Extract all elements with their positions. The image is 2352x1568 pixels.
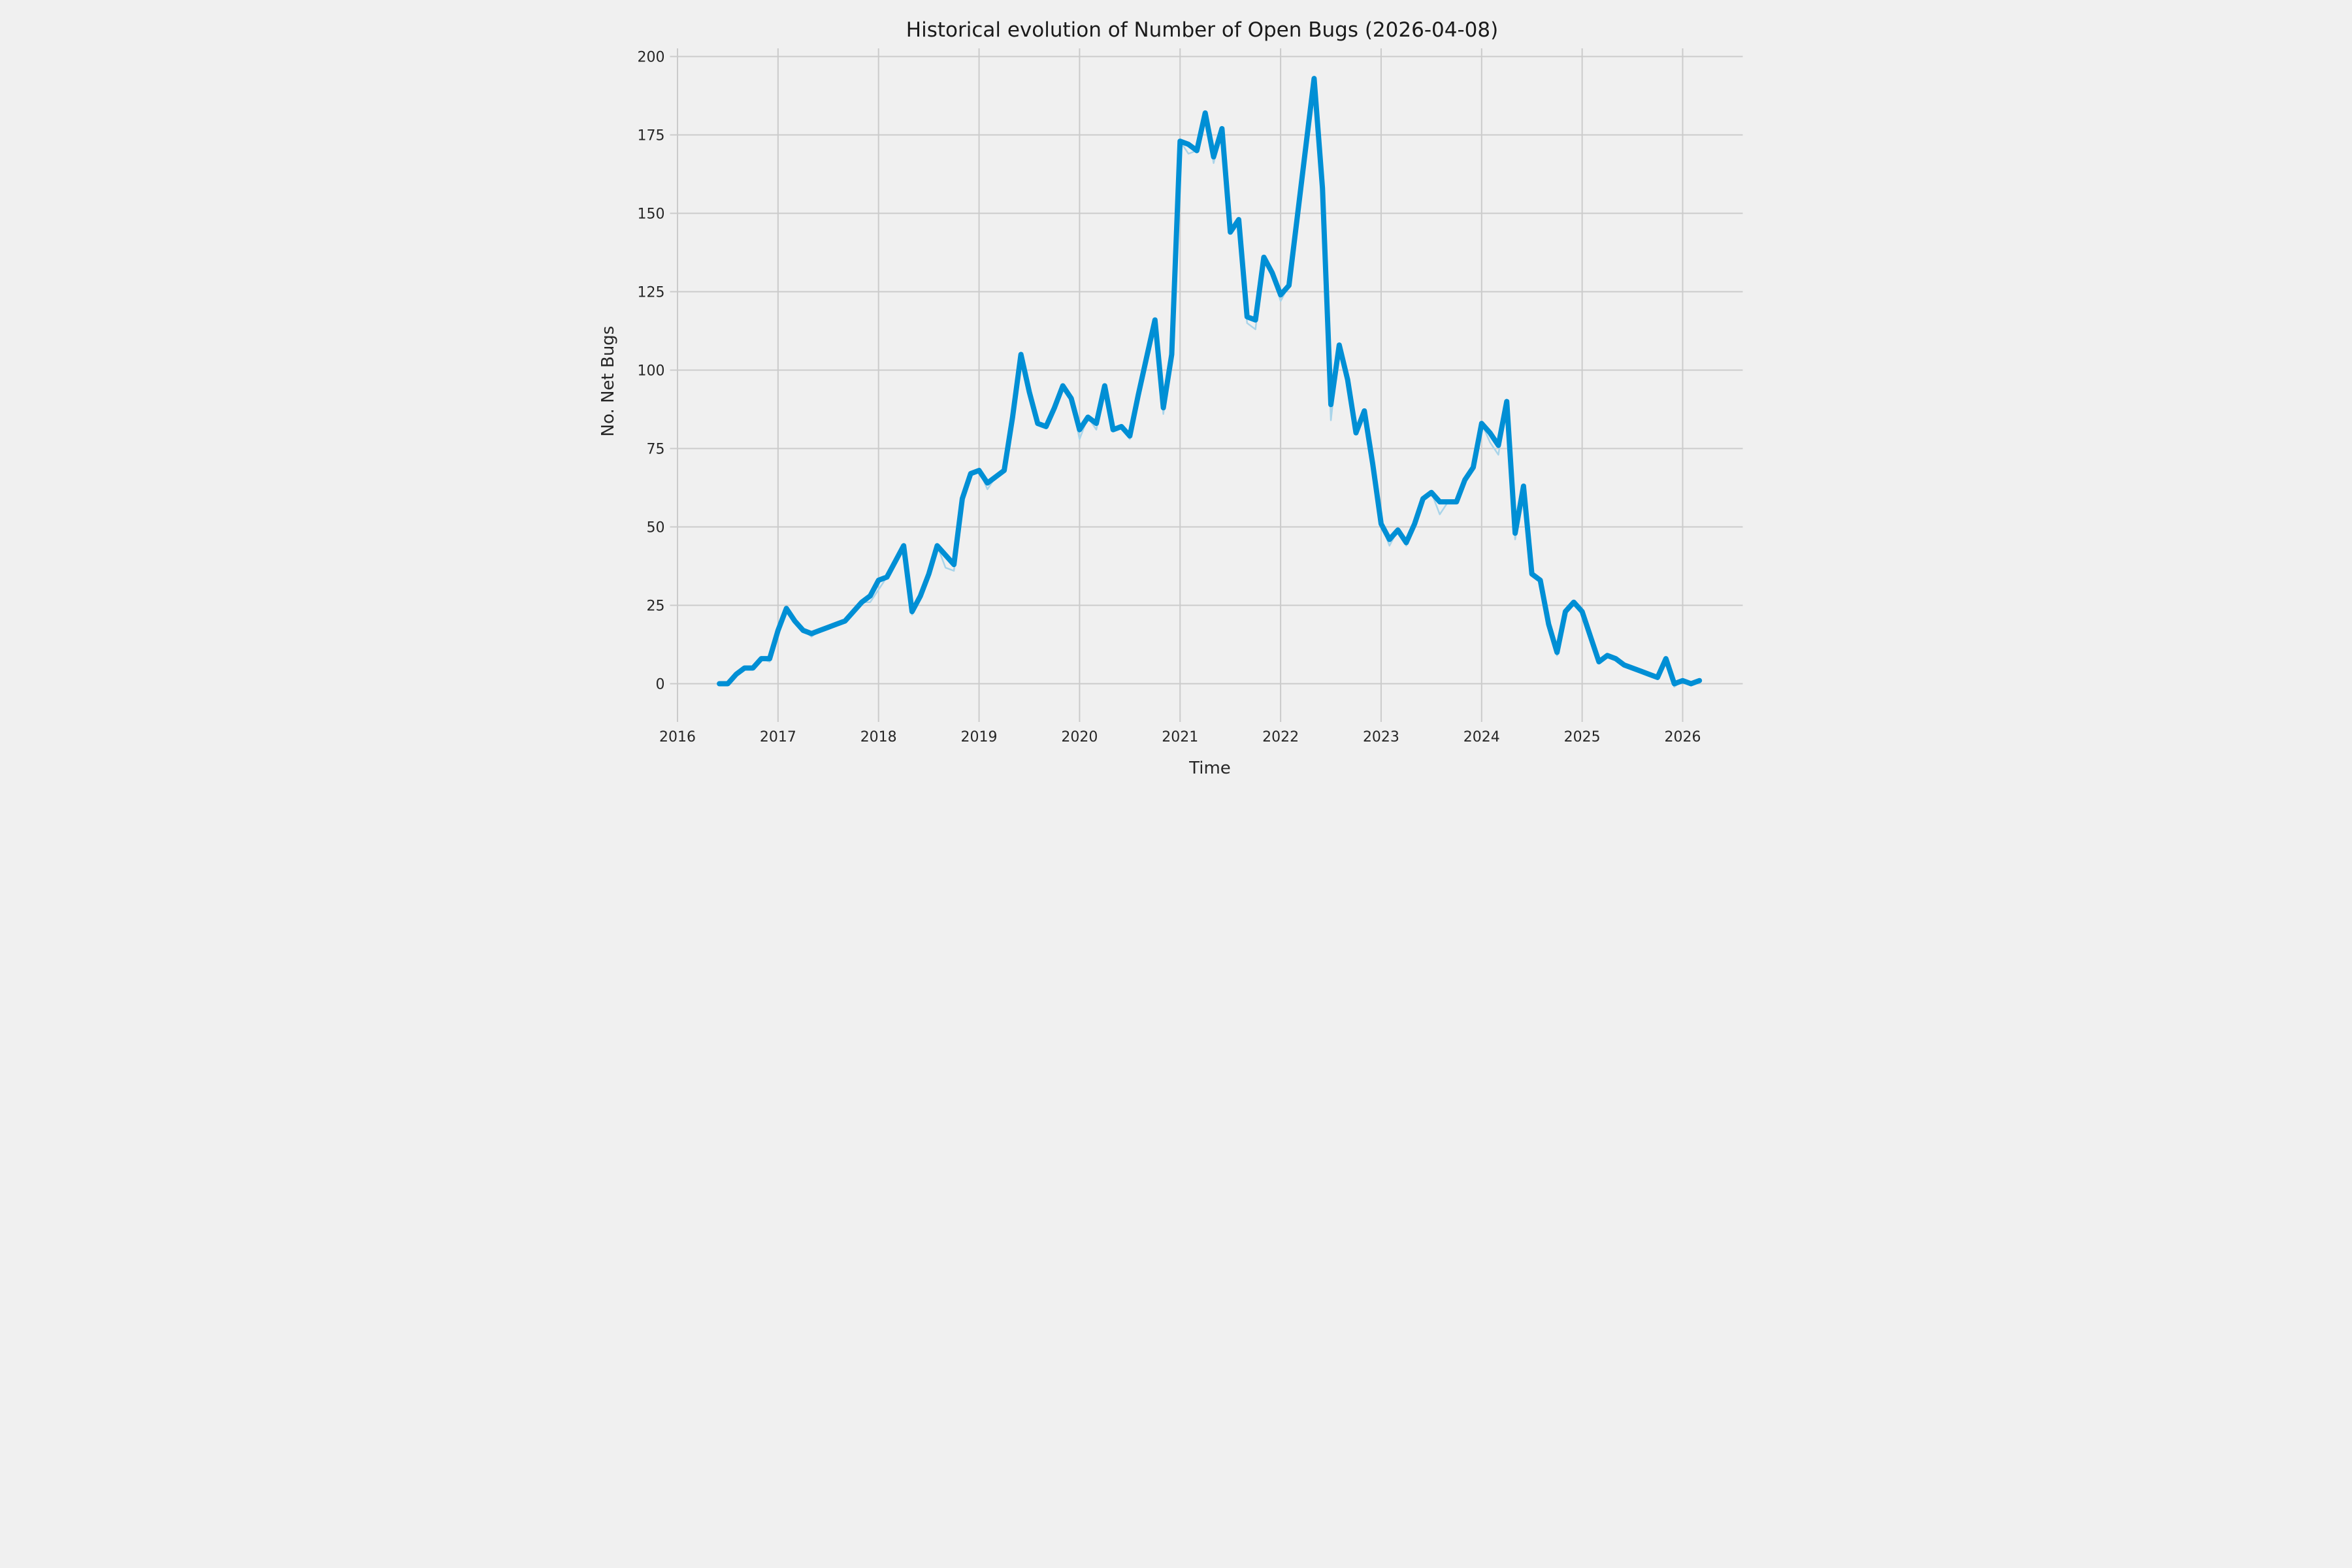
tick-marks <box>670 56 1684 722</box>
y-tick-label-25: 25 <box>647 598 665 615</box>
x-tick-label-2021: 2021 <box>1162 729 1198 745</box>
x-tick-label-2018: 2018 <box>860 729 897 745</box>
series-line-primary <box>717 76 1703 687</box>
x-tick-label-2022: 2022 <box>1262 729 1299 745</box>
y-axis-tick-labels: 0 25 50 75 100 125 150 175 200 <box>638 50 665 693</box>
y-axis-label: No. Net Bugs <box>598 326 618 437</box>
y-tick-label-150: 150 <box>638 206 665 223</box>
x-tick-label-2016: 2016 <box>659 729 696 745</box>
x-tick-label-2019: 2019 <box>961 729 998 745</box>
figure: 2016 2017 2018 2019 2020 2021 2022 2023 2024 2025… <box>588 0 1764 784</box>
x-tick-label-2025: 2025 <box>1564 729 1601 745</box>
x-tick-label-2017: 2017 <box>760 729 796 745</box>
y-tick-label-175: 175 <box>638 128 665 144</box>
line-chart: 2016 2017 2018 2019 2020 2021 2022 2023 2024 2025… <box>588 0 1764 784</box>
x-axis-tick-labels: 2016 2017 2018 2019 2020 2021 2022 2023 2024 2025… <box>659 729 1701 745</box>
plot-background <box>677 48 1743 714</box>
y-tick-label-200: 200 <box>638 50 665 66</box>
y-tick-label-125: 125 <box>638 285 665 301</box>
y-tick-label-100: 100 <box>638 363 665 380</box>
data-series-lines <box>717 76 1703 688</box>
x-axis-label: Time <box>1188 759 1231 778</box>
x-tick-label-2020: 2020 <box>1061 729 1098 745</box>
x-tick-label-2024: 2024 <box>1463 729 1500 745</box>
y-tick-label-50: 50 <box>647 520 665 536</box>
y-tick-label-75: 75 <box>647 442 665 458</box>
x-tick-label-2026: 2026 <box>1665 729 1701 745</box>
y-tick-label-0: 0 <box>656 677 665 693</box>
chart-title: Historical evolution of Number of Open B… <box>906 18 1498 42</box>
x-tick-label-2023: 2023 <box>1363 729 1399 745</box>
